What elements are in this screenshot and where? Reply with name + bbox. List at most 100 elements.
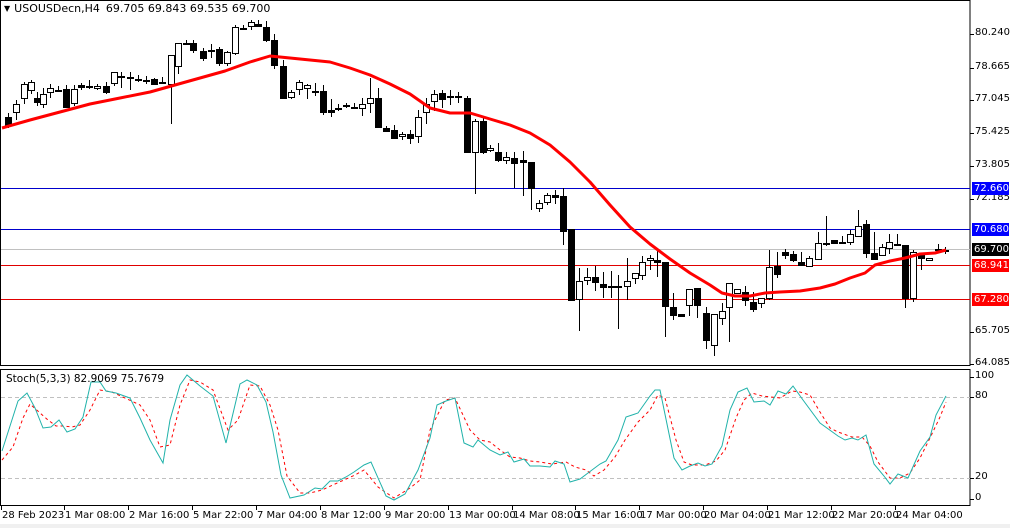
bearish-candle[interactable] — [678, 314, 685, 317]
bullish-candle[interactable] — [847, 234, 854, 243]
bearish-candle[interactable] — [798, 262, 805, 266]
bearish-candle[interactable] — [480, 121, 487, 153]
bearish-candle[interactable] — [328, 110, 335, 113]
bearish-candle[interactable] — [560, 196, 567, 232]
bullish-candle[interactable] — [224, 52, 231, 64]
bearish-candle[interactable] — [615, 286, 622, 288]
bearish-candle[interactable] — [240, 28, 247, 30]
bearish-candle[interactable] — [902, 245, 909, 299]
bearish-candle[interactable] — [55, 90, 62, 92]
bearish-candle[interactable] — [320, 91, 327, 113]
bullish-candle[interactable] — [71, 89, 78, 104]
bullish-candle[interactable] — [487, 148, 494, 151]
bullish-candle[interactable] — [576, 281, 583, 300]
bearish-candle[interactable] — [552, 195, 559, 198]
bullish-candle[interactable] — [343, 105, 350, 107]
bearish-candle[interactable] — [662, 262, 669, 307]
bullish-candle[interactable] — [431, 94, 438, 102]
stochastic-main-line[interactable] — [1, 374, 947, 501]
bearish-candle[interactable] — [351, 107, 358, 109]
bullish-candle[interactable] — [248, 22, 255, 27]
bullish-candle[interactable] — [879, 247, 886, 256]
bearish-candle[interactable] — [86, 86, 93, 88]
bearish-candle[interactable] — [151, 79, 158, 85]
bullish-candle[interactable] — [399, 134, 406, 137]
bullish-candle[interactable] — [926, 258, 933, 261]
bullish-candle[interactable] — [910, 252, 917, 299]
bullish-candle[interactable] — [766, 267, 773, 299]
bearish-candle[interactable] — [391, 130, 398, 139]
bearish-candle[interactable] — [208, 50, 215, 52]
bearish-candle[interactable] — [78, 85, 85, 88]
bearish-candle[interactable] — [774, 266, 781, 275]
bullish-candle[interactable] — [886, 242, 893, 249]
price-level-tag[interactable]: 70.680 — [972, 223, 1009, 236]
bullish-candle[interactable] — [536, 203, 543, 209]
bearish-candle[interactable] — [894, 244, 901, 246]
bullish-candle[interactable] — [734, 289, 741, 294]
bearish-candle[interactable] — [600, 284, 607, 288]
bullish-candle[interactable] — [232, 27, 239, 54]
bullish-candle[interactable] — [647, 258, 654, 261]
bearish-candle[interactable] — [608, 286, 615, 288]
bullish-candle[interactable] — [632, 273, 639, 279]
bullish-candle[interactable] — [472, 121, 479, 153]
bearish-candle[interactable] — [216, 49, 223, 64]
bullish-candle[interactable] — [359, 104, 366, 109]
bearish-candle[interactable] — [568, 229, 575, 301]
bearish-candle[interactable] — [103, 86, 110, 93]
moving-average-line[interactable] — [1, 54, 947, 298]
bearish-candle[interactable] — [823, 243, 830, 245]
bearish-candle[interactable] — [407, 134, 414, 139]
bearish-candle[interactable] — [750, 302, 757, 310]
bullish-candle[interactable] — [758, 298, 765, 304]
bearish-candle[interactable] — [528, 162, 535, 189]
bearish-candle[interactable] — [520, 160, 527, 163]
bullish-candle[interactable] — [815, 243, 822, 260]
bullish-candle[interactable] — [175, 43, 182, 67]
bearish-candle[interactable] — [703, 313, 710, 341]
bullish-candle[interactable] — [455, 96, 462, 98]
bearish-candle[interactable] — [871, 253, 878, 260]
bearish-candle[interactable] — [495, 152, 502, 161]
bearish-candle[interactable] — [63, 89, 70, 108]
bullish-candle[interactable] — [47, 88, 54, 93]
bearish-candle[interactable] — [143, 80, 150, 82]
bullish-candle[interactable] — [624, 281, 631, 287]
bearish-candle[interactable] — [383, 128, 390, 132]
bullish-candle[interactable] — [335, 108, 342, 110]
bullish-candle[interactable] — [503, 157, 510, 161]
bearish-candle[interactable] — [863, 224, 870, 254]
bullish-candle[interactable] — [168, 55, 175, 85]
bearish-candle[interactable] — [190, 43, 197, 51]
bearish-candle[interactable] — [839, 242, 846, 244]
price-level-tag[interactable]: 67.280 — [972, 293, 1009, 306]
bullish-candle[interactable] — [304, 85, 311, 89]
bullish-candle[interactable] — [415, 117, 422, 137]
bullish-candle[interactable] — [584, 277, 591, 281]
bullish-candle[interactable] — [544, 195, 551, 203]
bullish-candle[interactable] — [806, 258, 813, 267]
bullish-candle[interactable] — [639, 262, 646, 276]
bearish-candle[interactable] — [263, 27, 270, 41]
bearish-candle[interactable] — [511, 158, 518, 164]
bullish-candle[interactable] — [111, 72, 118, 84]
bullish-candle[interactable] — [312, 91, 319, 93]
bullish-candle[interactable] — [719, 311, 726, 319]
bullish-candle[interactable] — [21, 84, 28, 99]
bearish-candle[interactable] — [135, 79, 142, 81]
bearish-candle[interactable] — [200, 51, 207, 59]
bullish-candle[interactable] — [447, 96, 454, 98]
price-level-tag[interactable]: 68.941 — [972, 259, 1009, 272]
bullish-candle[interactable] — [288, 92, 295, 98]
bearish-candle[interactable] — [159, 82, 166, 84]
price-level-tag[interactable]: 69.700 — [972, 243, 1009, 256]
bearish-candle[interactable] — [183, 43, 190, 45]
bearish-candle[interactable] — [694, 288, 701, 306]
bearish-candle[interactable] — [34, 98, 41, 103]
bearish-candle[interactable] — [255, 24, 262, 27]
bullish-candle[interactable] — [367, 98, 374, 104]
bullish-candle[interactable] — [711, 314, 718, 346]
